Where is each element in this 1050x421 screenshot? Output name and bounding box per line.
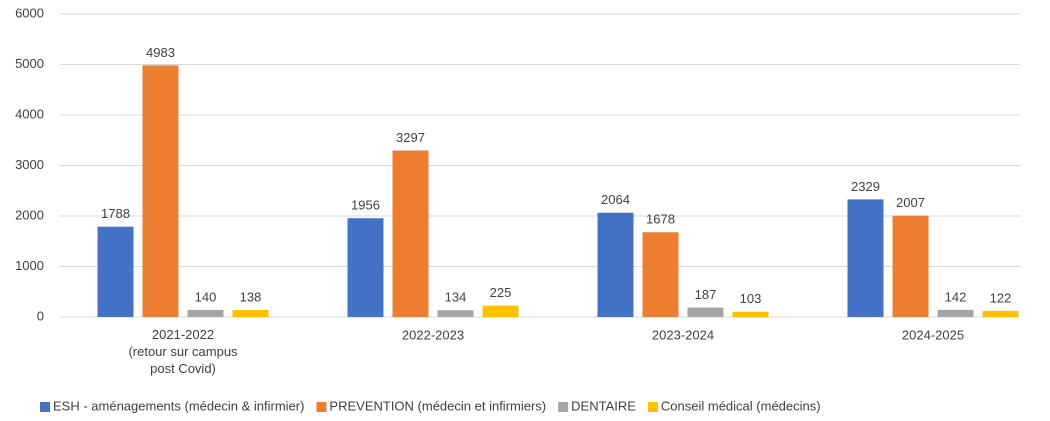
y-tick-label: 5000 bbox=[15, 56, 44, 71]
value-label: 134 bbox=[445, 290, 467, 305]
bar bbox=[597, 212, 634, 317]
bar bbox=[982, 310, 1019, 317]
x-tick-label: 2021-2022 (retour sur campus post Covid) bbox=[128, 327, 238, 376]
value-label: 2064 bbox=[601, 192, 630, 207]
y-tick-label: 6000 bbox=[15, 5, 44, 20]
bar bbox=[232, 310, 269, 317]
value-label: 1956 bbox=[351, 198, 380, 213]
bar bbox=[482, 305, 519, 317]
legend-swatch bbox=[316, 402, 327, 412]
value-label: 3297 bbox=[396, 130, 425, 145]
value-label: 103 bbox=[740, 291, 762, 306]
y-tick-label: 0 bbox=[37, 308, 44, 323]
legend-swatch bbox=[40, 402, 50, 412]
bar bbox=[437, 310, 474, 317]
bar bbox=[892, 215, 929, 317]
value-label: 140 bbox=[195, 289, 217, 304]
bar bbox=[392, 150, 429, 317]
bar bbox=[142, 65, 179, 318]
x-tick-label: 2023-2024 bbox=[652, 327, 714, 342]
x-tick-label: 2022-2023 bbox=[402, 327, 464, 342]
legend-swatch bbox=[558, 402, 569, 412]
bar bbox=[732, 311, 769, 317]
value-label: 1788 bbox=[101, 206, 130, 221]
legend-label: DENTAIRE bbox=[571, 398, 636, 413]
y-tick-label: 4000 bbox=[15, 106, 44, 121]
value-label: 2007 bbox=[896, 195, 925, 210]
value-label: 1678 bbox=[646, 212, 675, 227]
legend-label: PREVENTION (médecin et infirmiers) bbox=[329, 398, 546, 413]
value-label: 2329 bbox=[851, 179, 880, 194]
bar bbox=[687, 307, 724, 317]
value-label: 138 bbox=[240, 289, 262, 304]
y-tick-label: 1000 bbox=[15, 258, 44, 273]
value-label: 142 bbox=[945, 289, 967, 304]
value-label: 187 bbox=[695, 287, 717, 302]
x-tick-label: 2024-2025 bbox=[902, 327, 964, 342]
legend-label: ESH - aménagements (médecin & infirmier) bbox=[53, 398, 304, 413]
legend-label: Conseil médical (médecins) bbox=[661, 398, 821, 413]
value-label: 4983 bbox=[146, 45, 175, 60]
value-label: 225 bbox=[490, 285, 512, 300]
y-tick-label: 2000 bbox=[15, 207, 44, 222]
bar bbox=[847, 199, 884, 317]
bar bbox=[937, 309, 974, 317]
y-tick-label: 3000 bbox=[15, 157, 44, 172]
bar bbox=[347, 218, 384, 317]
bar bbox=[642, 232, 679, 317]
value-label: 122 bbox=[990, 290, 1012, 305]
bar bbox=[187, 309, 224, 317]
legend-swatch bbox=[647, 402, 658, 412]
bar bbox=[97, 226, 134, 317]
